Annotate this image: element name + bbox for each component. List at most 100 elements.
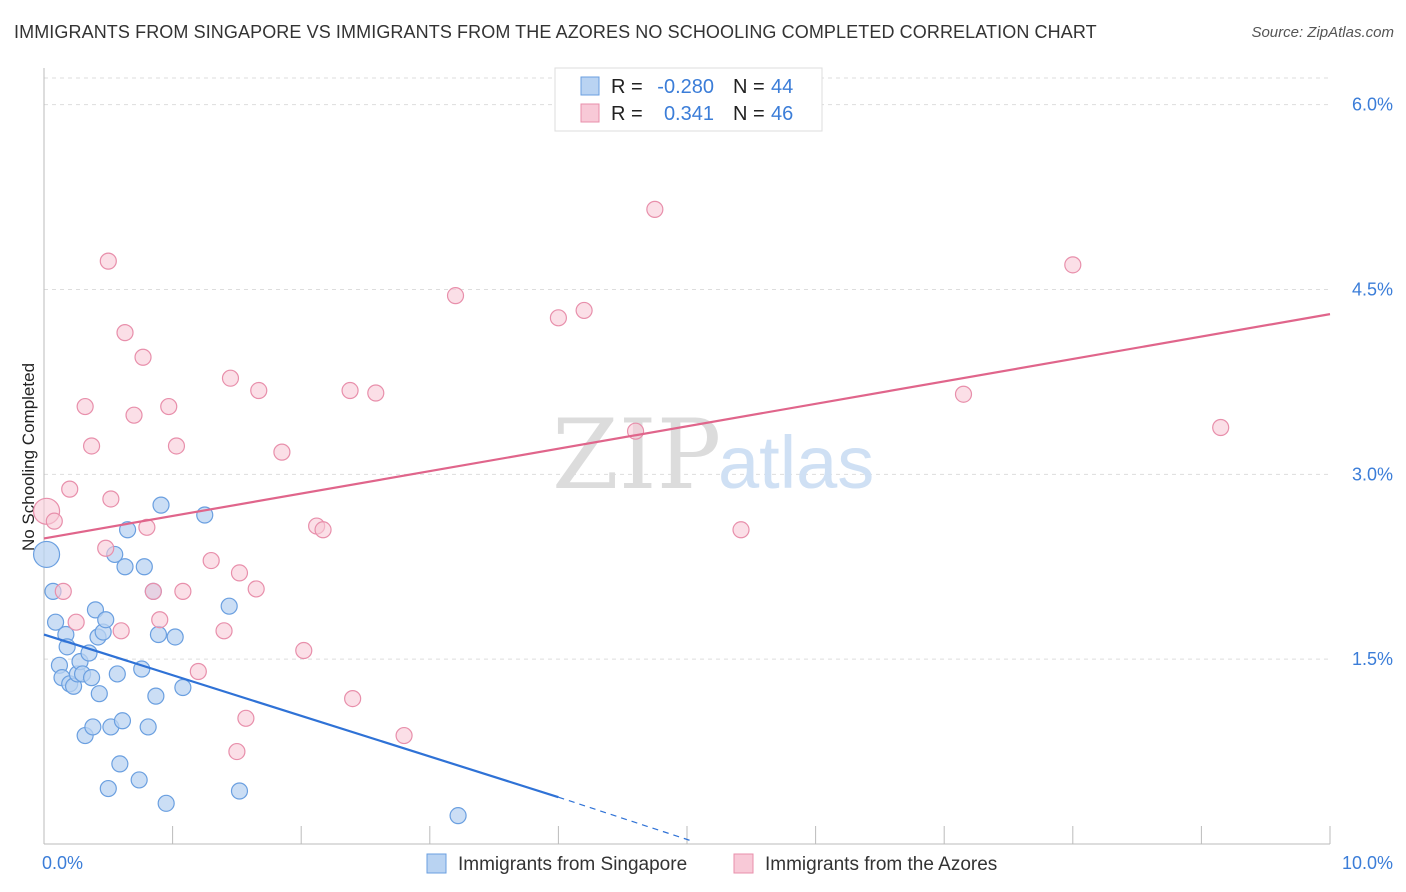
azores-point — [102, 490, 120, 508]
singapore-point — [111, 755, 129, 773]
legend-swatch-azores — [733, 853, 754, 874]
azores-point — [549, 309, 568, 327]
azores-r-value: 0.341 — [664, 103, 714, 125]
trendlines — [43, 313, 1331, 843]
azores-point — [76, 397, 94, 416]
azores-point — [125, 406, 143, 424]
watermark-zip: ZIP — [552, 399, 721, 511]
legend-label-azores: Immigrants from the Azores — [765, 854, 997, 875]
azores-point — [138, 518, 156, 536]
singapore-r-value: -0.280 — [657, 76, 714, 98]
azores-point — [160, 397, 178, 416]
y-tick-label-1: 3.0% — [1352, 464, 1393, 484]
azores-point — [395, 726, 413, 745]
azores-n-label: N = — [733, 103, 765, 125]
singapore-point — [84, 718, 102, 736]
singapore-point — [46, 613, 65, 631]
azores-point — [189, 662, 207, 681]
legend-swatch-singapore — [426, 853, 447, 874]
singapore-point — [449, 807, 467, 825]
azores-point — [367, 384, 385, 402]
azores-points — [32, 200, 1230, 761]
azores-point — [151, 611, 169, 629]
axes — [43, 68, 1331, 845]
y-tick-label-3: 6.0% — [1352, 95, 1393, 115]
azores-point — [167, 437, 186, 455]
singapore-point — [118, 521, 137, 539]
azores-point — [228, 742, 246, 761]
azores-point — [221, 369, 240, 387]
azores-point — [1064, 256, 1082, 274]
azores-point — [314, 521, 332, 539]
y-tick-label-2: 4.5% — [1352, 279, 1393, 299]
stats-box: R = -0.280 N = 44 R = 0.341 N = 46 — [554, 67, 823, 132]
x-tick-label-max: 10.0% — [1342, 853, 1393, 873]
azores-point — [1212, 418, 1230, 437]
singapore-r-label: R = — [611, 76, 643, 98]
azores-point — [954, 385, 973, 403]
azores-point — [446, 287, 465, 305]
azores-point — [134, 348, 152, 366]
singapore-point — [82, 669, 101, 687]
singapore-point — [108, 665, 126, 683]
x-axis-ticks — [43, 826, 1331, 844]
azores-point — [273, 443, 291, 461]
azores-point — [67, 613, 85, 631]
x-tick-label-min: 0.0% — [42, 853, 83, 873]
singapore-stat-swatch — [580, 76, 600, 96]
singapore-point — [139, 718, 157, 736]
watermark: ZIP atlas — [552, 399, 874, 511]
singapore-point — [90, 685, 108, 703]
azores-point — [344, 689, 362, 708]
azores-r-label: R = — [611, 103, 643, 125]
azores-point — [97, 539, 115, 557]
singapore-trendline-extension — [558, 796, 694, 843]
azores-point — [295, 641, 313, 660]
azores-point — [45, 512, 63, 530]
y-tick-label-0: 1.5% — [1352, 649, 1393, 669]
singapore-point — [149, 625, 168, 644]
azores-point — [174, 582, 192, 600]
azores-point — [247, 580, 265, 598]
azores-point — [732, 521, 750, 539]
azores-point — [61, 480, 79, 498]
singapore-point — [220, 597, 238, 615]
singapore-point — [113, 712, 132, 730]
singapore-point — [32, 540, 61, 569]
azores-point — [215, 622, 233, 640]
singapore-point — [116, 558, 134, 576]
singapore-point — [130, 771, 148, 789]
azores-point — [202, 551, 220, 570]
azores-point — [54, 582, 72, 600]
x-tick-labels: 0.0% 10.0% — [42, 853, 1393, 873]
azores-point — [99, 252, 117, 270]
azores-point — [116, 324, 134, 342]
singapore-n-label: N = — [733, 76, 765, 98]
azores-point — [646, 200, 664, 218]
azores-point — [341, 381, 359, 400]
singapore-trendline — [43, 633, 559, 799]
singapore-n-value: 44 — [771, 76, 793, 98]
azores-point — [237, 709, 255, 727]
azores-trendline — [43, 313, 1331, 540]
singapore-point — [97, 611, 115, 629]
chart-source: Source: ZipAtlas.com — [1251, 24, 1394, 41]
azores-point — [82, 437, 101, 455]
azores-point — [230, 564, 249, 582]
singapore-point — [230, 782, 249, 800]
singapore-point — [174, 678, 192, 697]
azores-point — [575, 301, 593, 320]
legend: Immigrants from Singapore Immigrants fro… — [426, 853, 997, 875]
watermark-atlas: atlas — [718, 421, 874, 504]
chart-title: IMMIGRANTS FROM SINGAPORE VS IMMIGRANTS … — [14, 22, 1097, 42]
singapore-point — [99, 779, 117, 798]
azores-point — [144, 582, 162, 600]
singapore-point — [152, 496, 170, 514]
legend-label-singapore: Immigrants from Singapore — [458, 854, 687, 875]
azores-n-value: 46 — [771, 103, 793, 125]
singapore-point — [166, 628, 184, 646]
azores-point — [250, 381, 268, 400]
singapore-point — [135, 558, 153, 576]
azores-stat-swatch — [580, 103, 600, 123]
